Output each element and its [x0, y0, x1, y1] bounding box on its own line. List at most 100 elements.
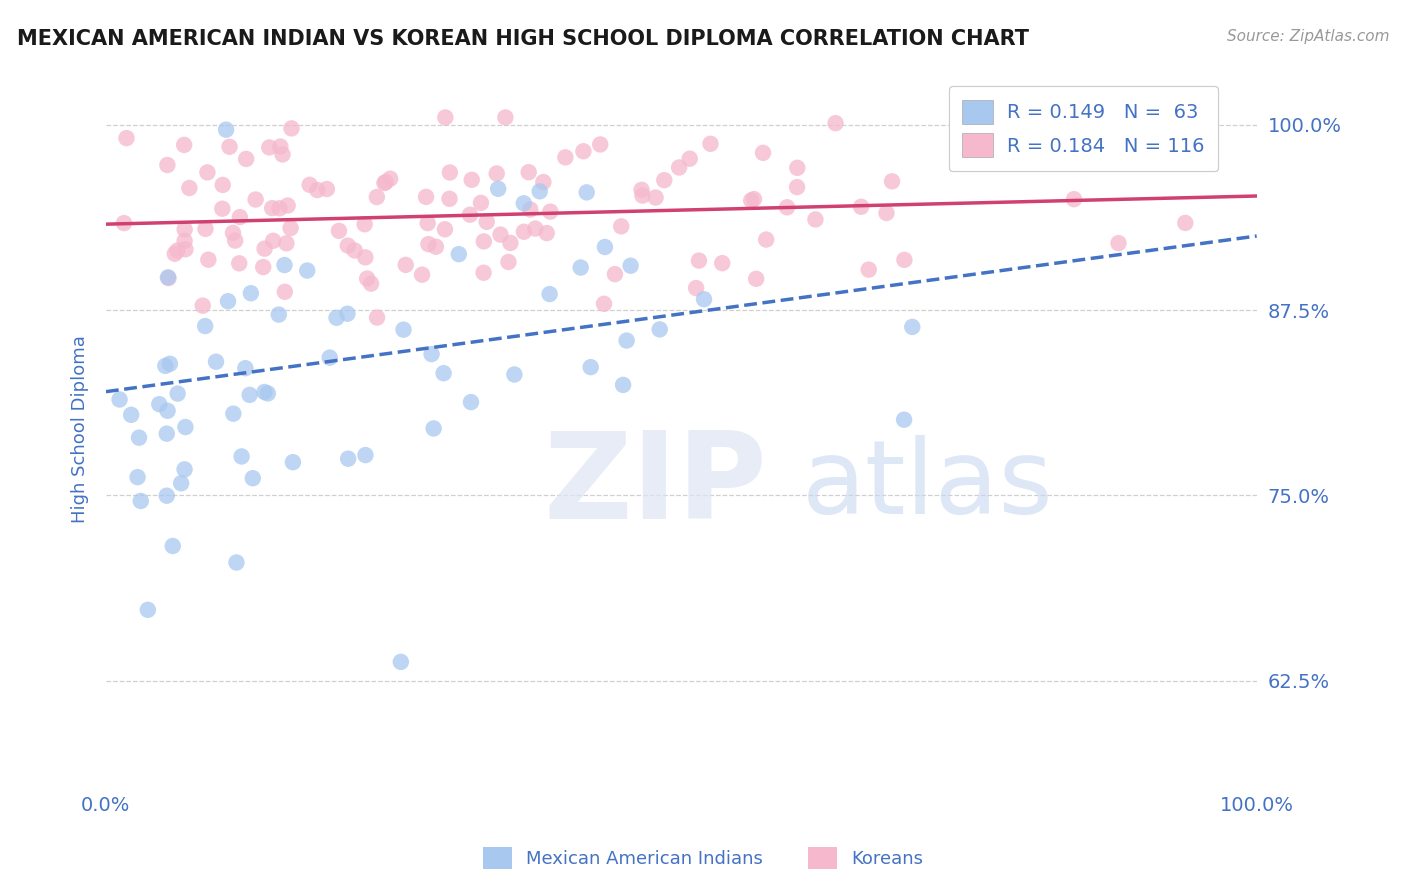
Point	[231, 450, 253, 464]
Point	[593, 240, 616, 254]
Point	[693, 292, 716, 306]
Point	[849, 200, 872, 214]
Point	[439, 192, 461, 206]
Point	[460, 173, 482, 187]
Point	[354, 448, 377, 462]
Point	[215, 122, 238, 136]
Point	[156, 158, 179, 172]
Point	[128, 431, 150, 445]
Point	[447, 247, 470, 261]
Point	[229, 210, 252, 224]
Text: MEXICAN AMERICAN INDIAN VS KOREAN HIGH SCHOOL DIPLOMA CORRELATION CHART: MEXICAN AMERICAN INDIAN VS KOREAN HIGH S…	[17, 29, 1029, 48]
Text: Source: ZipAtlas.com: Source: ZipAtlas.com	[1226, 29, 1389, 44]
Point	[174, 420, 197, 434]
Point	[439, 165, 461, 179]
Point	[356, 271, 378, 285]
Point	[575, 186, 598, 200]
Point	[620, 259, 643, 273]
Point	[156, 270, 179, 285]
Point	[108, 392, 131, 407]
Point	[472, 235, 495, 249]
Point	[274, 285, 297, 299]
Point	[538, 287, 561, 301]
Point	[630, 183, 652, 197]
Legend: Mexican American Indians, Koreans: Mexican American Indians, Koreans	[475, 839, 931, 876]
Point	[1174, 216, 1197, 230]
Point	[194, 319, 217, 334]
Point	[519, 202, 541, 217]
Point	[699, 136, 721, 151]
Y-axis label: High School Diploma: High School Diploma	[72, 334, 89, 523]
Point	[494, 111, 516, 125]
Point	[205, 354, 228, 368]
Point	[174, 242, 197, 256]
Point	[740, 194, 762, 208]
Point	[366, 190, 388, 204]
Point	[876, 206, 898, 220]
Point	[395, 258, 418, 272]
Point	[745, 272, 768, 286]
Point	[337, 451, 360, 466]
Point	[425, 240, 447, 254]
Point	[239, 388, 262, 402]
Point	[120, 408, 142, 422]
Point	[652, 173, 675, 187]
Point	[475, 215, 498, 229]
Point	[538, 204, 561, 219]
Point	[276, 236, 298, 251]
Text: atlas: atlas	[803, 435, 1054, 536]
Point	[162, 539, 184, 553]
Point	[572, 145, 595, 159]
Point	[273, 258, 295, 272]
Point	[262, 201, 284, 215]
Point	[489, 227, 512, 242]
Point	[191, 299, 214, 313]
Point	[513, 225, 536, 239]
Point	[281, 455, 304, 469]
Point	[157, 271, 180, 285]
Point	[373, 176, 395, 190]
Point	[239, 286, 262, 301]
Point	[256, 386, 278, 401]
Point	[336, 238, 359, 252]
Point	[893, 252, 915, 267]
Point	[612, 377, 634, 392]
Point	[503, 368, 526, 382]
Point	[536, 226, 558, 240]
Point	[486, 182, 509, 196]
Point	[179, 181, 201, 195]
Point	[786, 180, 808, 194]
Point	[416, 216, 439, 230]
Point	[112, 216, 135, 230]
Point	[271, 147, 294, 161]
Point	[173, 234, 195, 248]
Point	[307, 183, 329, 197]
Point	[259, 140, 281, 154]
Point	[603, 267, 626, 281]
Point	[752, 145, 775, 160]
Point	[569, 260, 592, 275]
Point	[374, 175, 396, 189]
Text: ZIP: ZIP	[543, 427, 766, 544]
Point	[156, 403, 179, 417]
Legend: R = 0.149   N =  63, R = 0.184   N = 116: R = 0.149 N = 63, R = 0.184 N = 116	[949, 87, 1218, 170]
Point	[517, 165, 540, 179]
Point	[148, 397, 170, 411]
Point	[170, 476, 193, 491]
Point	[679, 152, 702, 166]
Point	[513, 196, 536, 211]
Point	[252, 260, 274, 274]
Point	[197, 252, 219, 267]
Point	[610, 219, 633, 234]
Point	[242, 471, 264, 485]
Point	[277, 198, 299, 212]
Point	[325, 310, 347, 325]
Point	[353, 217, 375, 231]
Point	[217, 294, 239, 309]
Point	[173, 137, 195, 152]
Point	[129, 494, 152, 508]
Point	[155, 359, 177, 373]
Point	[524, 221, 547, 235]
Point	[804, 212, 827, 227]
Point	[233, 361, 256, 376]
